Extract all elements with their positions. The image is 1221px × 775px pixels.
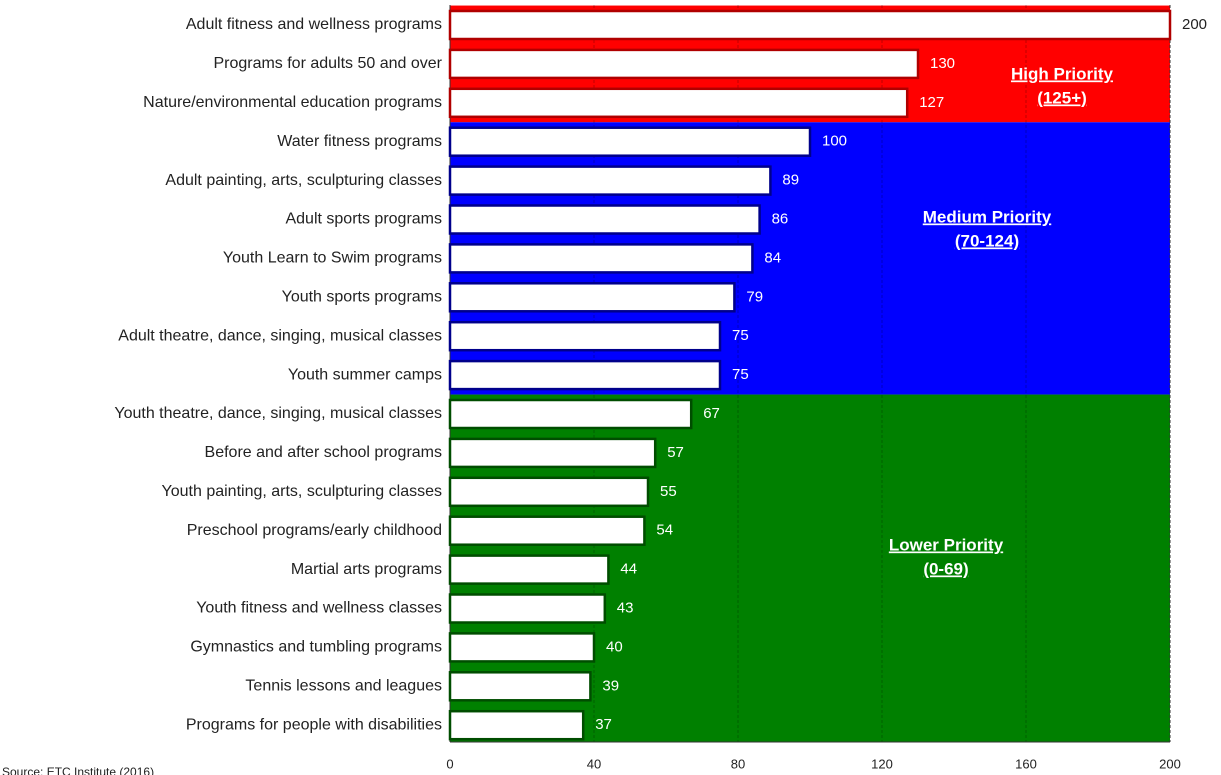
category-label: Youth painting, arts, sculpturing classe…: [162, 483, 442, 500]
value-label: 44: [620, 561, 637, 578]
value-label: 200: [1182, 16, 1207, 33]
value-label: 86: [772, 210, 789, 227]
bar: [448, 9, 1172, 41]
bar: [448, 476, 650, 508]
category-label: Adult sports programs: [285, 211, 442, 228]
value-label: 43: [617, 599, 634, 616]
x-tick-label: 80: [731, 756, 745, 771]
bar: [448, 126, 812, 157]
category-label: Gymnastics and tumbling programs: [190, 639, 442, 656]
zone-label: (70-124): [955, 231, 1019, 250]
value-label: 54: [656, 522, 673, 539]
value-label: 84: [764, 249, 781, 266]
value-label: 37: [595, 716, 612, 733]
bar: [448, 398, 693, 430]
category-label: Adult theatre, dance, singing, musical c…: [118, 327, 442, 344]
value-label: 75: [732, 327, 749, 344]
x-tick-label: 0: [446, 756, 453, 771]
category-label: Youth Learn to Swim programs: [223, 250, 442, 267]
bar: [448, 243, 754, 274]
x-tick-label: 160: [1015, 756, 1037, 771]
x-tick-label: 120: [871, 756, 893, 771]
value-label: 130: [930, 55, 955, 72]
category-label: Martial arts programs: [291, 561, 442, 578]
category-label: Youth sports programs: [282, 289, 442, 306]
zone-label: (0-69): [923, 559, 968, 578]
category-label: Nature/environmental education programs: [143, 94, 442, 111]
bar: [448, 282, 736, 313]
category-label: Adult painting, arts, sculpturing classe…: [165, 172, 442, 189]
value-label: 79: [746, 288, 763, 305]
bar: [448, 671, 592, 702]
zone-label: Medium Priority: [923, 207, 1052, 226]
bar: [448, 632, 596, 663]
value-label: 75: [732, 366, 749, 383]
category-label: Programs for adults 50 and over: [213, 55, 442, 72]
bar: [448, 359, 722, 391]
bar: [448, 320, 722, 352]
category-label: Before and after school programs: [205, 444, 442, 461]
value-label: 100: [822, 133, 847, 150]
bar: [448, 165, 772, 196]
bar: [448, 709, 585, 741]
value-label: 40: [606, 638, 623, 655]
bar: [448, 48, 920, 80]
category-label: Adult fitness and wellness programs: [186, 16, 442, 33]
bar: [448, 204, 761, 235]
category-label: Youth summer camps: [288, 366, 442, 383]
category-label: Water fitness programs: [277, 133, 442, 150]
category-label: Tennis lessons and leagues: [245, 678, 442, 695]
bar: [448, 515, 646, 546]
category-label: Programs for people with disabilities: [186, 716, 442, 733]
value-label: 127: [919, 94, 944, 111]
zone-label: (125+): [1037, 88, 1087, 107]
value-label: 57: [667, 444, 684, 461]
value-label: 89: [782, 172, 799, 189]
value-label: 39: [602, 677, 619, 694]
bar: [448, 593, 607, 624]
bar: [448, 437, 657, 469]
category-label: Preschool programs/early childhood: [187, 522, 442, 539]
zone-label: High Priority: [1011, 64, 1114, 83]
bar: [448, 554, 610, 585]
bar: [448, 87, 909, 119]
source-note: Source: ETC Institute (2016): [2, 765, 154, 775]
value-label: 55: [660, 483, 677, 500]
category-label: Youth theatre, dance, singing, musical c…: [114, 405, 442, 422]
value-label: 67: [703, 405, 720, 422]
category-label: Youth fitness and wellness classes: [196, 600, 442, 617]
x-tick-label: 200: [1159, 756, 1181, 771]
x-tick-label: 40: [587, 756, 601, 771]
zone-label: Lower Priority: [889, 535, 1004, 554]
